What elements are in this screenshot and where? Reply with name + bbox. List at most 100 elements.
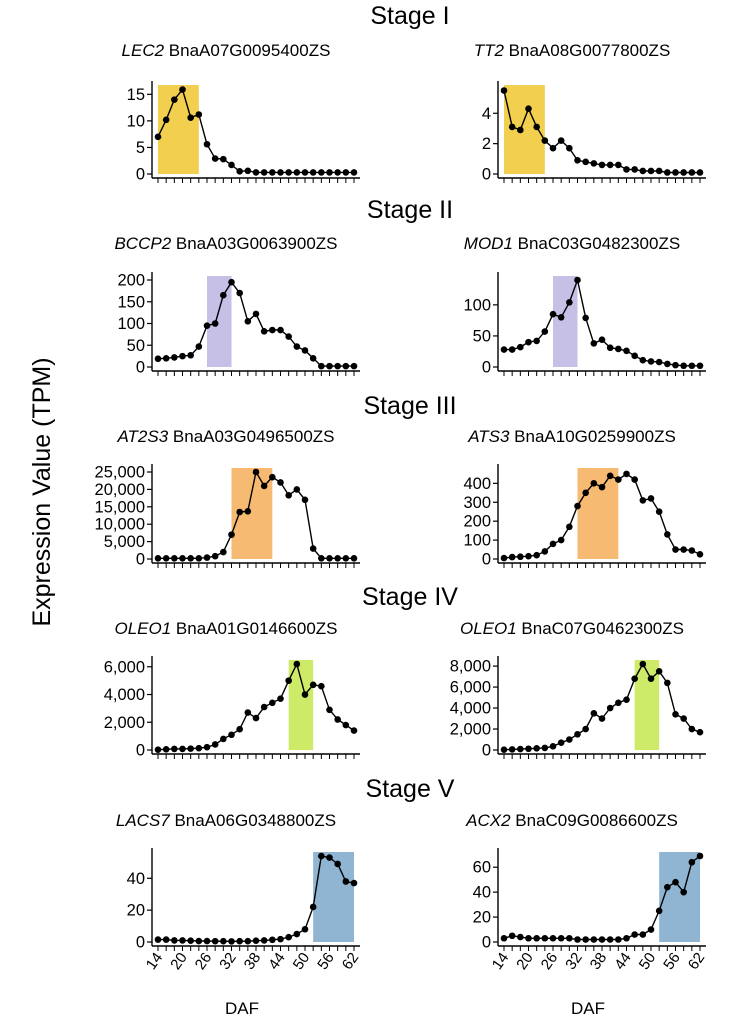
data-point — [334, 716, 341, 723]
y-tick-label: 0 — [482, 742, 491, 760]
data-point — [549, 743, 557, 750]
data-point — [179, 555, 186, 562]
data-point — [154, 936, 162, 943]
data-point — [517, 553, 524, 561]
data-point — [533, 337, 540, 345]
data-point — [664, 531, 671, 538]
y-tick-label: 8,000 — [450, 658, 491, 676]
data-point — [615, 161, 622, 169]
y-tick-label: 100 — [117, 315, 145, 333]
data-point — [179, 937, 186, 944]
gene-id: BnaA06G0348800ZS — [170, 811, 336, 830]
stage-title: Stage II — [367, 196, 453, 224]
x-axis-label: DAF — [571, 999, 605, 1018]
data-point — [566, 299, 573, 306]
data-point — [342, 721, 350, 729]
y-tick-label: 0 — [136, 551, 145, 569]
x-tick-label: 62 — [685, 950, 708, 973]
data-point — [244, 709, 252, 716]
data-point — [500, 346, 508, 353]
data-point — [508, 746, 516, 753]
data-point — [623, 696, 630, 703]
y-tick-label: 10,000 — [95, 516, 145, 534]
x-tick-label: 14 — [489, 950, 512, 973]
data-point — [549, 540, 557, 548]
x-axis-label: DAF — [225, 999, 259, 1018]
data-point — [228, 161, 235, 169]
data-point — [688, 362, 696, 370]
data-point — [500, 554, 508, 562]
data-point — [293, 343, 301, 350]
data-point — [598, 715, 606, 722]
data-point — [696, 728, 704, 736]
data-point — [318, 362, 325, 370]
data-point — [269, 699, 276, 707]
y-tick-label: 4,000 — [104, 686, 145, 704]
data-point — [220, 735, 227, 743]
data-point — [342, 169, 350, 176]
x-tick-label: 26 — [192, 950, 215, 973]
data-point — [508, 553, 516, 561]
data-point — [326, 555, 333, 562]
panel-title: LEC2 BnaA07G0095400ZS — [122, 41, 331, 60]
data-point — [211, 937, 219, 945]
data-point — [639, 660, 647, 668]
data-point — [195, 111, 203, 118]
y-tick-label: 2,000 — [104, 714, 145, 732]
data-point — [260, 703, 268, 711]
data-point — [326, 362, 333, 370]
stage-title: Stage I — [370, 2, 449, 30]
data-point — [598, 936, 606, 943]
data-point — [680, 715, 687, 722]
data-point — [162, 555, 170, 562]
data-point — [195, 555, 203, 562]
data-point — [171, 937, 178, 944]
chart-panel-oleo1: OLEO1 BnaA01G0146600ZS 0 2,000 4,000 6,000 — [104, 619, 360, 760]
y-tick-label: 10 — [127, 112, 145, 130]
y-tick-label: 0 — [482, 359, 491, 377]
y-tick-label: 20 — [473, 909, 491, 927]
gene-name: MOD1 — [464, 234, 513, 253]
gene-id: BnaA08G0077800ZS — [504, 41, 670, 60]
data-point — [655, 907, 663, 915]
data-point — [211, 741, 219, 748]
y-tick-label: 50 — [473, 327, 491, 345]
data-point — [574, 502, 581, 510]
chart-panel-lec2: LEC2 BnaA07G0095400ZS 0 5 10 15 — [122, 41, 360, 184]
x-tick-label: 20 — [167, 950, 190, 973]
y-tick-label: 50 — [127, 337, 145, 355]
y-tick-label: 60 — [473, 859, 491, 877]
data-point — [655, 167, 663, 175]
data-point — [277, 695, 284, 702]
gene-name: ACX2 — [465, 811, 511, 830]
gene-name: BCCP2 — [114, 234, 171, 253]
stage-highlight-band — [659, 852, 700, 942]
data-point — [541, 744, 549, 752]
stage-highlight-band — [158, 85, 199, 174]
data-point — [672, 169, 679, 176]
data-point — [500, 746, 508, 753]
y-tick-label: 0 — [136, 742, 145, 760]
data-point — [574, 157, 581, 164]
y-tick-label: 0 — [136, 166, 145, 184]
chart-panel-tt2: TT2 BnaA08G0077800ZS 0 2 4 — [474, 41, 706, 184]
data-point — [260, 328, 268, 335]
data-point — [533, 551, 540, 559]
y-tick-label: 100 — [463, 532, 491, 550]
data-point — [162, 116, 170, 124]
data-point — [179, 86, 186, 93]
data-point — [525, 552, 532, 560]
data-point — [252, 169, 260, 176]
gene-name: OLEO1 — [114, 619, 171, 638]
data-point — [203, 140, 211, 148]
y-tick-label: 6,000 — [104, 658, 145, 676]
chart-panel-at2s3: AT2S3 BnaA03G0496500ZS 05,00010,00015,000… — [95, 427, 360, 569]
data-point — [590, 340, 598, 347]
data-point — [664, 883, 671, 891]
data-point — [285, 677, 292, 684]
data-point — [615, 699, 622, 707]
panel-title: ATS3 BnaA10G0259900ZS — [467, 427, 676, 446]
y-tick-label: 4 — [482, 105, 491, 123]
data-point — [639, 931, 647, 938]
